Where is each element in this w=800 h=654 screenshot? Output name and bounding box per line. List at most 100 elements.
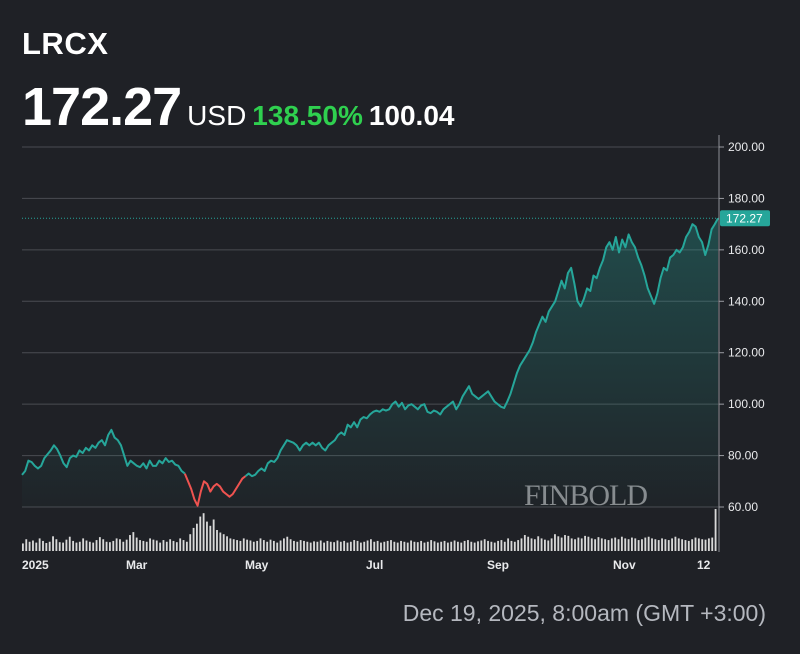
volume-bar <box>256 540 259 551</box>
volume-bar <box>222 534 225 551</box>
volume-bar <box>169 539 172 551</box>
volume-bar <box>544 539 546 551</box>
volume-bar <box>212 519 215 551</box>
change-percent: 138.50% <box>252 100 363 131</box>
volume-bar <box>306 541 309 551</box>
volume-bar <box>533 539 536 551</box>
volume-bar <box>55 539 58 551</box>
volume-bar <box>701 539 704 551</box>
volume-bar <box>22 543 24 551</box>
ticker-symbol: LRCX <box>22 26 109 61</box>
volume-bar <box>617 539 620 551</box>
volume-bar <box>473 542 476 551</box>
volume-bar <box>687 540 690 551</box>
volume-bar <box>704 539 707 551</box>
previous-value: 100.04 <box>368 100 455 131</box>
volume-bar <box>510 540 513 551</box>
volume-bar <box>493 542 496 551</box>
volume-bar <box>564 535 566 551</box>
volume-bar <box>149 538 151 551</box>
volume-bar <box>272 540 275 551</box>
volume-bar <box>95 540 98 551</box>
volume-bar <box>376 540 379 551</box>
volume-bar <box>697 538 700 551</box>
volume-bar <box>145 541 148 551</box>
volume-bar <box>554 534 556 551</box>
volume-bar <box>513 541 516 551</box>
volume-bar <box>410 540 412 551</box>
volume-bar <box>353 540 356 551</box>
volume-bar <box>624 538 627 551</box>
volume-bar <box>52 536 54 551</box>
volume-bar <box>182 540 185 551</box>
volume-bar <box>42 540 44 551</box>
volume-bar <box>584 535 586 551</box>
volume-bar <box>487 540 489 551</box>
volume-bar <box>490 541 493 551</box>
volume-bar <box>644 537 647 551</box>
volume-bar <box>85 540 88 551</box>
volume-bar <box>386 540 389 551</box>
volume-bar <box>406 542 409 551</box>
volume-bar <box>92 542 95 551</box>
volume-bar <box>58 542 61 551</box>
volume-bar <box>714 509 717 551</box>
volume-bar <box>607 540 610 551</box>
volume-bar <box>252 541 255 551</box>
volume-bar <box>707 538 710 551</box>
volume-bar <box>329 541 332 551</box>
volume-bar <box>175 542 178 551</box>
y-tick-label: 200.00 <box>728 140 765 154</box>
volume-bar <box>48 541 51 551</box>
x-tick-label: 2025 <box>22 558 49 572</box>
volume-bar <box>671 538 673 551</box>
volume-bar <box>631 537 633 551</box>
volume-bar <box>165 541 168 551</box>
y-tick-label: 140.00 <box>728 294 765 308</box>
volume-bar <box>460 542 463 551</box>
volume-bar <box>426 541 429 551</box>
volume-bar <box>112 540 115 551</box>
volume-bar <box>115 538 118 551</box>
volume-bar <box>570 538 573 551</box>
volume-bar <box>507 538 510 551</box>
timestamp: Dec 19, 2025, 8:00am (GMT +3:00) <box>402 600 766 626</box>
last-price-badge-bg <box>720 210 770 227</box>
volume-bar <box>102 539 105 551</box>
volume-bar <box>28 541 31 551</box>
volume-bar <box>614 537 617 551</box>
volume-bar <box>206 521 208 551</box>
volume-bar <box>75 542 78 551</box>
volume-bar <box>594 539 597 551</box>
volume-bar <box>567 535 570 551</box>
volume-bar <box>199 516 202 551</box>
volume-bar <box>316 541 319 551</box>
volume-bar <box>416 542 419 551</box>
volume-bar <box>72 540 75 551</box>
x-tick-label: May <box>245 558 269 572</box>
volume-bar <box>373 541 376 551</box>
volume-bar <box>540 538 543 551</box>
volume-bar <box>681 539 684 551</box>
volume-bar <box>440 541 443 551</box>
volume-bar <box>229 538 232 551</box>
volume-bar <box>500 540 503 551</box>
volume-bar <box>370 539 372 551</box>
volume-bar <box>276 542 279 551</box>
volume-bar <box>319 540 322 551</box>
x-tick-label: Mar <box>126 558 148 572</box>
volume-bar <box>209 525 212 551</box>
x-tick-label: Jul <box>366 558 383 572</box>
volume-bar <box>152 539 155 551</box>
volume-bar <box>580 538 583 551</box>
volume-bar <box>78 541 81 551</box>
volume-bar <box>135 537 138 551</box>
volume-bar <box>661 538 663 551</box>
volume-bar <box>413 541 416 551</box>
volume-bar <box>185 541 188 551</box>
volume-bar <box>299 540 302 551</box>
x-tick-label: Sep <box>487 558 509 572</box>
volume-bar <box>239 540 242 551</box>
volume-bar <box>293 540 295 551</box>
